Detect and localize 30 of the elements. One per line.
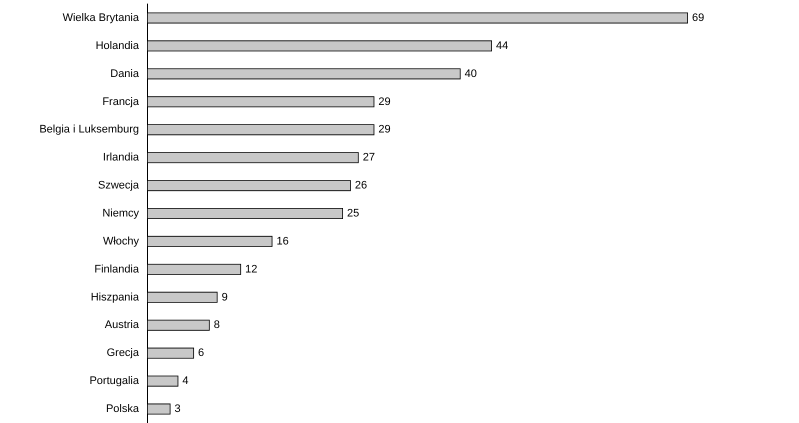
y-tick-label: Grecja [106,347,140,360]
data-label: 40 [464,68,477,80]
y-tick-label: Belgia i Luksemburg [39,124,139,136]
y-tick-label: Austria [104,319,140,332]
data-label: 16 [276,235,289,248]
y-tick-label: Dania [110,68,140,80]
data-label: 4 [182,375,188,388]
data-label: 25 [347,208,360,220]
data-label: 27 [362,152,375,164]
data-label: 29 [378,124,391,136]
data-label: 69 [692,12,704,24]
y-tick-label: Francja [102,96,140,108]
data-label: 8 [214,319,220,332]
y-tick-label: Niemcy [102,208,140,220]
data-label: 12 [245,263,258,276]
data-label: 44 [496,40,508,52]
y-tick-label: Holandia [96,40,140,52]
y-tick-label: Szwecja [98,180,140,192]
data-label: 6 [198,347,204,360]
y-tick-label: Portugalia [89,375,140,388]
y-tick-label: Hiszpania [90,291,140,304]
y-tick-label: Wielka Brytania [62,12,140,24]
data-label: 9 [222,291,228,304]
y-tick-label: Irlandia [102,152,140,164]
data-label: 26 [354,180,368,192]
y-tick-label: Finlandia [94,263,140,276]
data-label: 29 [378,96,391,108]
data-label: 3 [174,403,181,416]
y-tick-label: Włochy [102,235,140,248]
y-tick-label: Polska [106,403,140,416]
